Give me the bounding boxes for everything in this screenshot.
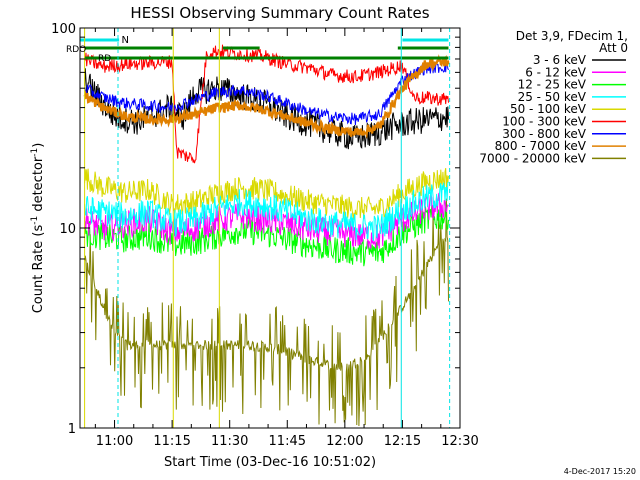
- series-line-7: [83, 54, 450, 139]
- series-line-4: [84, 168, 449, 220]
- series-6: [84, 60, 449, 126]
- x-tick-label: 11:30: [211, 434, 248, 449]
- legend-title-1: Det 3,9, FDecim 1,: [516, 29, 628, 43]
- y-axis: 1 10 100: [51, 22, 460, 437]
- legend-entry-6: 300 - 800 keV: [502, 127, 586, 141]
- y-axis-label-sup1: -1: [30, 216, 40, 225]
- y-axis-label-main: Count Rate (s: [31, 225, 46, 314]
- x-tick-label: 12:00: [326, 434, 363, 449]
- series-3: [84, 181, 449, 242]
- series-line-6: [84, 60, 449, 126]
- legend-entry-4: 50 - 100 keV: [510, 102, 587, 116]
- y-axis-label-sup2: -1: [30, 148, 40, 157]
- legend-entry-2: 12 - 25 keV: [518, 78, 587, 92]
- legend-entry-5: 100 - 300 keV: [502, 115, 586, 129]
- plot-timestamp: 4-Dec-2017 15:20: [564, 467, 636, 476]
- annotation-2: RD: [98, 54, 111, 64]
- x-tick-label: 12:15: [384, 434, 421, 449]
- x-tick-label: 12:30: [441, 434, 478, 449]
- y-axis-label-mid: detector: [31, 156, 46, 216]
- chart-title: HESSI Observing Summary Count Rates: [130, 4, 429, 22]
- legend-entry-1: 6 - 12 keV: [525, 65, 587, 79]
- mode-indicator-layer: N RDO RD: [66, 28, 451, 428]
- y-tick-label: 1: [68, 422, 76, 437]
- legend-entry-0: 3 - 6 keV: [533, 53, 587, 67]
- series-7: [83, 54, 450, 139]
- series-2: [84, 202, 449, 267]
- legend-entry-8: 7000 - 20000 keV: [479, 151, 586, 165]
- x-axis: 11:00 11:15 11:30 11:45 12:00 12:15 12:30: [94, 28, 479, 449]
- series-line-3: [84, 181, 449, 242]
- series-8: [84, 198, 449, 427]
- legend-title-2: Att 0: [599, 41, 628, 55]
- series-line-2: [84, 202, 449, 267]
- y-tick-label: 10: [59, 222, 76, 237]
- x-tick-label: 11:00: [96, 434, 133, 449]
- series-line-8: [84, 198, 449, 427]
- series-layer: [83, 44, 450, 427]
- x-tick-label: 11:45: [269, 434, 306, 449]
- x-axis-label: Start Time (03-Dec-16 10:51:02): [164, 455, 376, 470]
- legend-entry-3: 25 - 50 keV: [518, 90, 587, 104]
- x-tick-label: 11:15: [153, 434, 190, 449]
- legend-entry-7: 800 - 7000 keV: [495, 139, 587, 153]
- annotation-0: N: [121, 35, 128, 46]
- series-4: [84, 168, 449, 220]
- y-axis-label: Count Rate (s-1 detector-1): [30, 143, 46, 314]
- y-tick-label: 100: [51, 22, 76, 37]
- annotation-1: RDO: [66, 45, 86, 55]
- y-axis-label-end: ): [31, 143, 46, 148]
